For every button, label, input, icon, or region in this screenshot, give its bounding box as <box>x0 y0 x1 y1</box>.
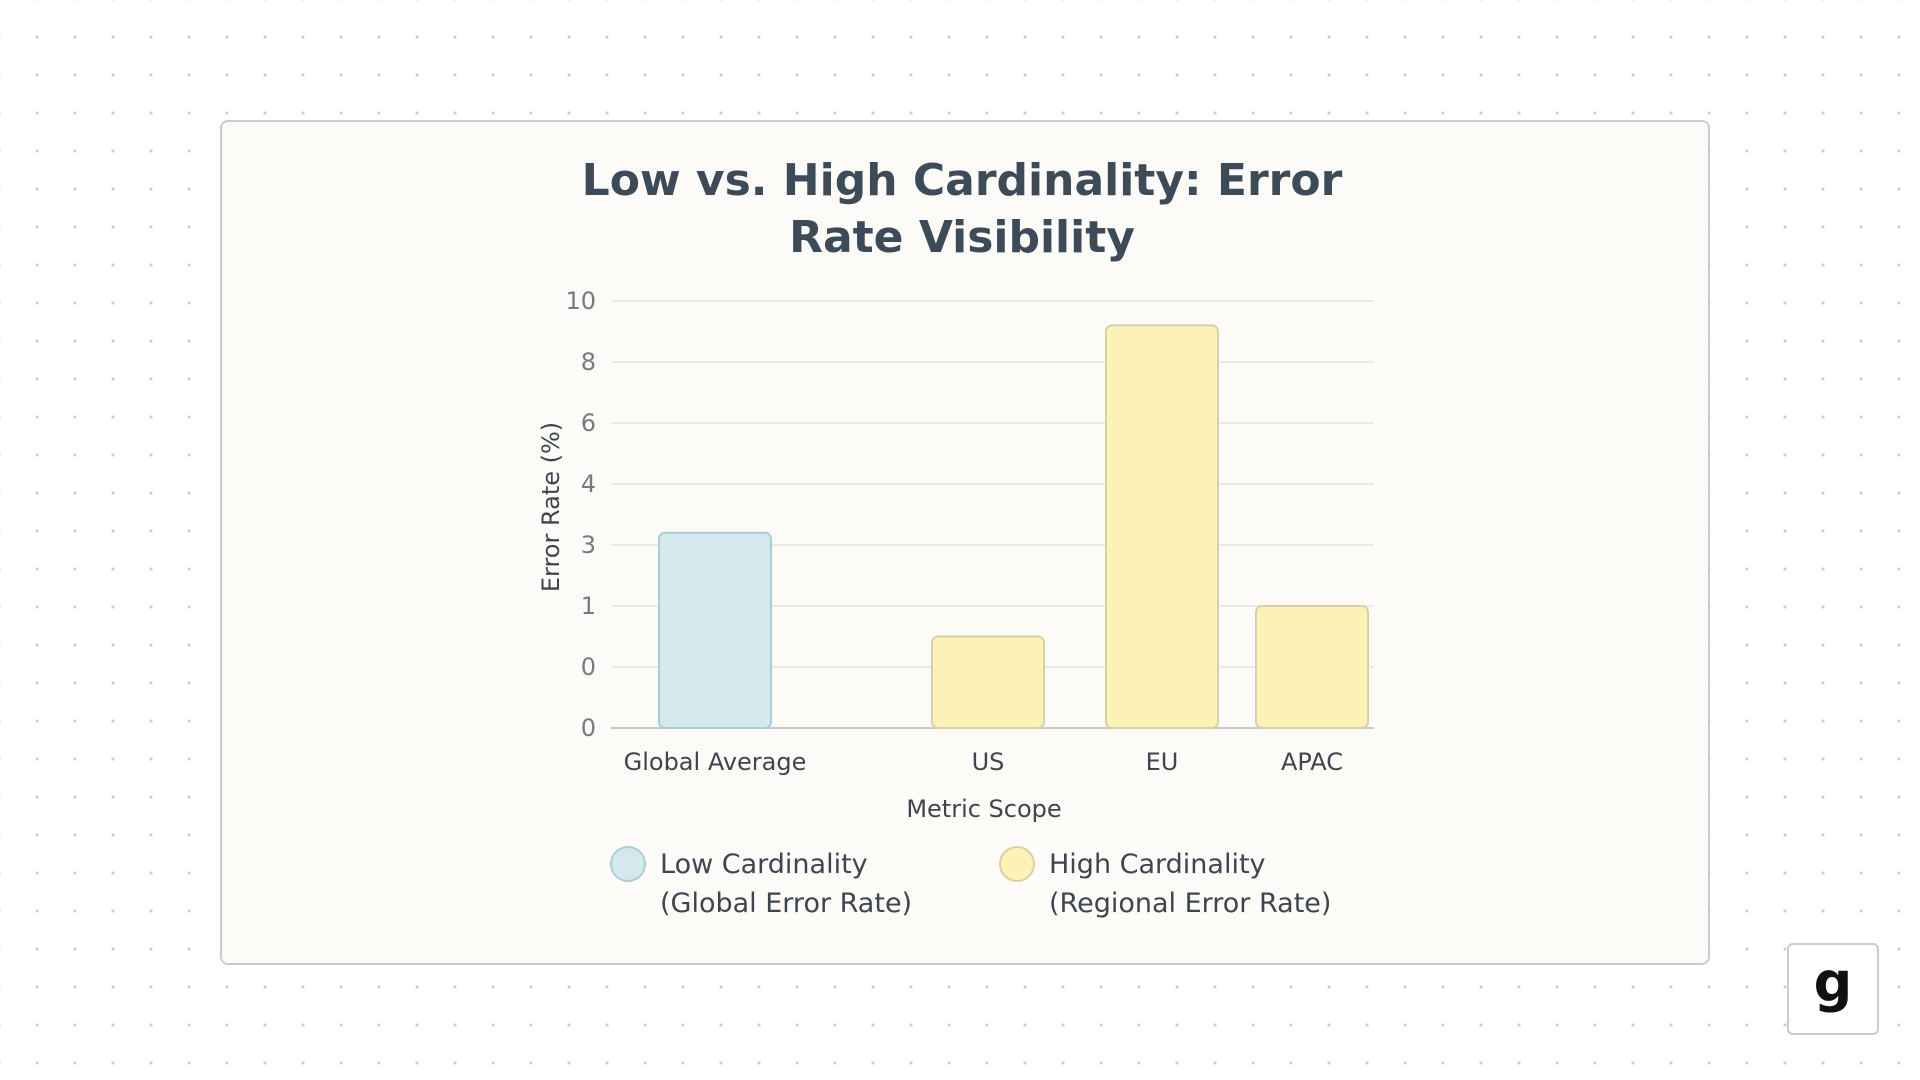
chart-title-line-2: Rate Visibility <box>789 212 1135 263</box>
category-labels: Global Average US EU APAC <box>624 748 1343 776</box>
legend-swatch-high <box>999 846 1035 882</box>
x-axis-title: Metric Scope <box>906 795 1061 823</box>
category-label-apac: APAC <box>1281 748 1343 776</box>
chart-title-line-1: Low vs. High Cardinality: Error <box>582 155 1343 206</box>
category-label-eu: EU <box>1146 748 1179 776</box>
y-tick-label: 6 <box>581 409 596 437</box>
logo-badge[interactable]: g <box>1787 943 1879 1035</box>
chart-card: Low vs. High Cardinality: Error Rate Vis… <box>220 120 1710 965</box>
legend-high-line-2: (Regional Error Rate) <box>1049 888 1331 919</box>
bar-chart: Low vs. High Cardinality: Error Rate Vis… <box>537 155 1374 919</box>
legend-high-line-1: High Cardinality <box>1049 849 1266 880</box>
bars <box>658 324 1369 729</box>
legend-low-line-1: Low Cardinality <box>660 849 868 880</box>
bar-global-average <box>658 531 772 729</box>
category-label-global-average: Global Average <box>624 748 807 776</box>
legend: Low Cardinality (Global Error Rate) High… <box>610 846 1331 919</box>
category-label-us: US <box>972 748 1005 776</box>
y-tick-label: 8 <box>581 348 596 376</box>
bar-us <box>931 635 1045 729</box>
legend-swatch-low <box>610 846 646 882</box>
y-tick-label: 1 <box>581 592 596 620</box>
y-tick-label: 0 <box>581 714 596 742</box>
legend-low-line-2: (Global Error Rate) <box>660 888 912 919</box>
y-tick-label: 4 <box>581 470 596 498</box>
y-tick-label: 3 <box>581 531 596 559</box>
bar-apac <box>1255 605 1369 729</box>
y-tick-label: 10 <box>565 287 596 315</box>
y-tick-label: 0 <box>581 653 596 681</box>
bar-eu <box>1105 324 1219 729</box>
logo-icon: g <box>1813 951 1853 1014</box>
y-axis-title: Error Rate (%) <box>537 422 565 592</box>
